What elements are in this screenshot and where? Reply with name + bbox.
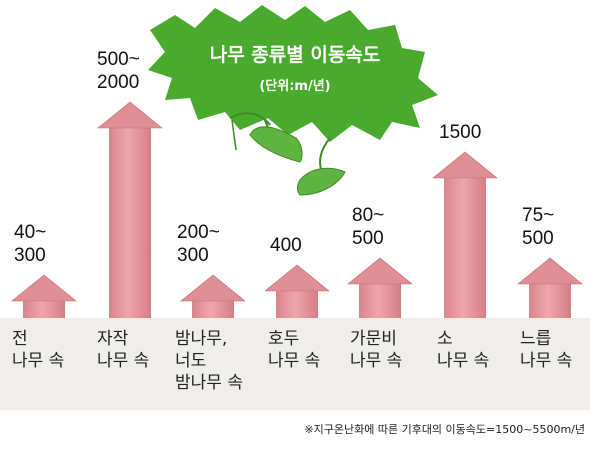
data-label-line: 500 xyxy=(522,228,554,249)
category-label-line: 나무 속 xyxy=(268,351,321,371)
bar-arrow-shaft xyxy=(23,300,65,318)
data-label-line: 80~ xyxy=(352,205,385,226)
bar-arrow-head xyxy=(180,274,246,302)
bar-arrow-head xyxy=(11,274,77,302)
footnote: ※지구온난화에 따른 기후대의 이동속도=1500~5500m/년 xyxy=(304,423,585,436)
bar-arrow-shaft xyxy=(276,290,318,318)
category-label: 느릅 나무 속 xyxy=(520,328,590,372)
data-label-line: 500 xyxy=(352,228,384,249)
category-label-line: 나무 속 xyxy=(437,351,490,371)
bar-arrow-shaft xyxy=(192,300,234,318)
bar-arrow-shaft xyxy=(529,283,571,318)
data-label: 40~ 300 xyxy=(14,221,46,267)
chart-title: 나무 종류별 이동속도 xyxy=(209,44,381,66)
data-label: 75~ 500 xyxy=(522,204,554,250)
bar-arrow-shaft xyxy=(109,127,151,318)
data-label-line: 300 xyxy=(14,245,46,266)
bar-arrow-head xyxy=(517,257,583,285)
category-label-line: 너도 xyxy=(175,351,207,371)
category-label-line: 나무 속 xyxy=(97,351,150,371)
bar-arrow-shaft xyxy=(359,283,401,318)
data-label-line: 500~ xyxy=(97,49,140,70)
bar-arrow xyxy=(432,151,498,318)
bar-arrow xyxy=(264,264,330,318)
category-label-line: 호두 xyxy=(268,329,300,349)
leaf-cluster-icon xyxy=(148,5,438,196)
category-label-line: 나무 속 xyxy=(520,351,573,371)
category-label: 밤나무, 너도 밤나무 속 xyxy=(175,328,255,394)
category-label-line: 전 xyxy=(12,329,28,349)
data-label-line: 40~ xyxy=(14,222,47,243)
data-label-line: 1500 xyxy=(439,122,482,143)
chart-subtitle: (단위:m/년) xyxy=(259,79,331,94)
category-label: 가문비 나무 속 xyxy=(350,328,430,372)
bar-arrow xyxy=(180,274,246,318)
data-label-line: 2000 xyxy=(97,72,140,93)
bar-arrow xyxy=(517,257,583,318)
category-label: 자작 나무 속 xyxy=(97,328,177,372)
category-label-line: 밤나무, xyxy=(175,329,228,349)
data-label-line: 400 xyxy=(270,235,302,256)
bar-arrow-head xyxy=(432,151,498,179)
bar-arrow xyxy=(11,274,77,318)
category-label-line: 소 xyxy=(437,329,453,349)
bar-arrow-head xyxy=(347,257,413,285)
category-label: 소 나무 속 xyxy=(437,328,517,372)
bar-arrow-head xyxy=(264,264,330,292)
category-label-line: 가문비 xyxy=(350,329,397,349)
category-label-strip xyxy=(0,318,590,410)
data-label: 80~ 500 xyxy=(352,204,384,250)
data-label: 500~ 2000 xyxy=(97,48,140,94)
bar-arrow xyxy=(347,257,413,318)
category-label-line: 느릅 xyxy=(520,329,552,349)
bar-series xyxy=(11,101,583,318)
category-label-line: 나무 속 xyxy=(12,351,65,371)
category-label-line: 자작 xyxy=(97,329,129,349)
bar-arrow-head xyxy=(97,101,163,129)
category-label: 호두 나무 속 xyxy=(268,328,348,372)
data-label-line: 75~ xyxy=(522,205,555,226)
data-label: 400 xyxy=(270,234,302,257)
data-label-line: 200~ xyxy=(177,222,220,243)
category-label-line: 나무 속 xyxy=(350,351,403,371)
data-label: 200~ 300 xyxy=(177,221,220,267)
data-label: 1500 xyxy=(439,121,481,144)
bar-arrow-shaft xyxy=(444,177,486,318)
category-label: 전 나무 속 xyxy=(12,328,92,372)
category-label-line: 밤나무 속 xyxy=(175,373,243,393)
bar-arrow xyxy=(97,101,163,318)
data-label-line: 300 xyxy=(177,245,209,266)
title-group: 나무 종류별 이동속도 (단위:m/년) xyxy=(170,40,420,94)
